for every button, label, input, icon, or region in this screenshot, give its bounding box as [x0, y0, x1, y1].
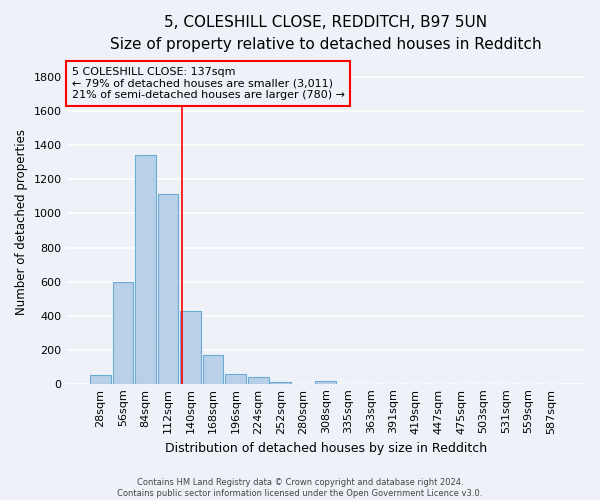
Bar: [316, 380, 336, 384]
Y-axis label: Number of detached properties: Number of detached properties: [15, 129, 28, 315]
Text: Contains HM Land Registry data © Crown copyright and database right 2024.
Contai: Contains HM Land Registry data © Crown c…: [118, 478, 482, 498]
Bar: [158, 194, 178, 384]
Bar: [90, 375, 111, 384]
Title: 5, COLESHILL CLOSE, REDDITCH, B97 5UN
Size of property relative to detached hous: 5, COLESHILL CLOSE, REDDITCH, B97 5UN Si…: [110, 15, 542, 52]
Bar: [203, 354, 223, 384]
Bar: [248, 377, 269, 384]
Bar: [135, 155, 156, 384]
Bar: [113, 282, 133, 384]
Bar: [180, 312, 201, 384]
Text: 5 COLESHILL CLOSE: 137sqm
← 79% of detached houses are smaller (3,011)
21% of se: 5 COLESHILL CLOSE: 137sqm ← 79% of detac…: [72, 67, 345, 100]
Bar: [225, 374, 246, 384]
Bar: [271, 382, 291, 384]
X-axis label: Distribution of detached houses by size in Redditch: Distribution of detached houses by size …: [165, 442, 487, 455]
